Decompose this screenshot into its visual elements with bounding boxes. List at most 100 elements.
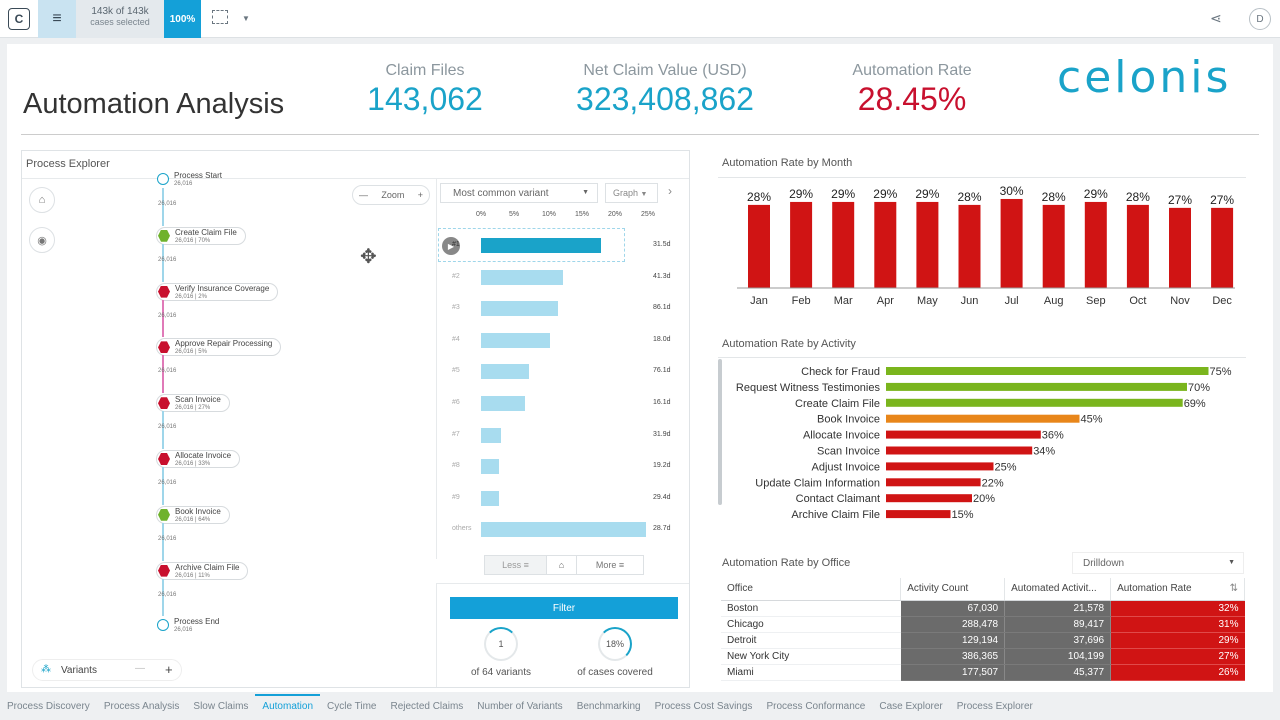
variant-sort-select[interactable]: Most common variant ▼ bbox=[440, 183, 598, 203]
selection-percent-button[interactable]: 100% bbox=[164, 0, 201, 38]
process-edge[interactable] bbox=[162, 411, 164, 449]
month-bar[interactable] bbox=[1000, 198, 1023, 288]
tab-process-conformance[interactable]: Process Conformance bbox=[766, 701, 866, 712]
zoom-out-button[interactable]: — bbox=[359, 190, 368, 200]
cases-selection-indicator[interactable]: 143k of 143k cases selected bbox=[76, 0, 164, 38]
tab-process-explorer[interactable]: Process Explorer bbox=[956, 701, 1033, 712]
month-bar[interactable] bbox=[958, 204, 981, 288]
tab-process-cost-savings[interactable]: Process Cost Savings bbox=[654, 701, 753, 712]
variant-sort-value: Most common variant bbox=[453, 188, 549, 199]
process-edge[interactable] bbox=[162, 188, 164, 226]
activity-bar[interactable] bbox=[886, 398, 1183, 407]
tab-automation[interactable]: Automation bbox=[255, 694, 320, 720]
sort-icon[interactable]: ⇅ bbox=[1229, 583, 1238, 595]
activity-bar[interactable] bbox=[886, 382, 1187, 391]
variant-bar[interactable] bbox=[481, 301, 558, 317]
variant-bar[interactable] bbox=[481, 269, 563, 285]
more-button[interactable]: More ≡ bbox=[595, 560, 625, 570]
activity-bar[interactable] bbox=[886, 478, 981, 487]
eye-hidden-icon[interactable]: ◉ bbox=[29, 227, 55, 253]
tab-process-discovery[interactable]: Process Discovery bbox=[7, 701, 90, 712]
tab-case-explorer[interactable]: Case Explorer bbox=[879, 701, 943, 712]
variant-bar[interactable] bbox=[481, 364, 530, 380]
month-bar[interactable] bbox=[832, 201, 855, 288]
tab-cycle-time[interactable]: Cycle Time bbox=[327, 701, 377, 712]
graph-mode-select[interactable]: Graph ▼ bbox=[605, 183, 658, 203]
process-node[interactable]: Scan Invoice 26,016 | 27% bbox=[156, 394, 230, 413]
user-avatar[interactable]: D bbox=[1249, 8, 1271, 30]
column-header[interactable]: Automation Rate ⇅ bbox=[1110, 578, 1245, 601]
tab-number-of-variants[interactable]: Number of Variants bbox=[477, 701, 563, 712]
month-bar[interactable] bbox=[874, 201, 897, 288]
activity-bar[interactable] bbox=[886, 430, 1041, 439]
bell-icon[interactable]: ⌂ bbox=[29, 187, 55, 213]
less-button[interactable]: Less ≡ bbox=[485, 556, 547, 574]
process-node[interactable]: Archive Claim File 26,016 | 11% bbox=[156, 561, 249, 580]
variant-bar[interactable] bbox=[481, 238, 602, 253]
activity-bar[interactable] bbox=[886, 510, 951, 519]
variants-increase-button[interactable]: + bbox=[165, 662, 173, 677]
filter-button[interactable]: Filter bbox=[450, 597, 678, 619]
chevron-down-icon[interactable]: ▼ bbox=[242, 14, 250, 23]
tab-rejected-claims[interactable]: Rejected Claims bbox=[390, 701, 464, 712]
process-node[interactable]: Verify Insurance Coverage 26,016 | 2% bbox=[156, 282, 279, 301]
process-node[interactable]: Book Invoice 26,016 | 64% bbox=[156, 505, 230, 524]
activity-bar[interactable] bbox=[886, 494, 972, 503]
share-icon[interactable]: ⋖ bbox=[1210, 10, 1222, 26]
variant-bar[interactable] bbox=[481, 332, 551, 348]
column-header[interactable]: Activity Count bbox=[900, 578, 1006, 601]
process-edge[interactable] bbox=[162, 467, 164, 505]
activity-bar[interactable] bbox=[886, 367, 1209, 375]
selection-tool-icon[interactable] bbox=[212, 10, 228, 24]
scrollbar[interactable] bbox=[718, 359, 722, 505]
table-row[interactable]: New York City 386,365 104,199 27% bbox=[721, 648, 1245, 665]
table-row[interactable]: Boston 67,030 21,578 32% bbox=[721, 600, 1245, 617]
process-edge[interactable] bbox=[162, 578, 164, 617]
tab-slow-claims[interactable]: Slow Claims bbox=[193, 701, 249, 712]
variant-bar[interactable] bbox=[481, 459, 500, 475]
month-bar[interactable] bbox=[790, 201, 813, 288]
month-bar[interactable] bbox=[1084, 201, 1107, 288]
variant-bar[interactable] bbox=[481, 427, 502, 443]
variants-decrease-button[interactable]: — bbox=[135, 663, 145, 674]
chevron-right-icon[interactable]: › bbox=[668, 184, 672, 198]
process-node[interactable]: Approve Repair Processing 26,016 | 5% bbox=[156, 338, 282, 357]
month-bar[interactable] bbox=[1126, 204, 1149, 288]
process-node[interactable]: Process End 26,016 bbox=[156, 617, 227, 635]
variant-bar[interactable] bbox=[481, 396, 525, 411]
drilldown-select[interactable]: Drilldown ▼ bbox=[1072, 552, 1244, 574]
variants-ring: 1 bbox=[484, 627, 518, 661]
activity-value-label: 34% bbox=[1033, 446, 1055, 458]
month-bar[interactable] bbox=[1042, 204, 1065, 288]
process-node[interactable]: Create Claim File 26,016 | 70% bbox=[156, 226, 246, 245]
table-row[interactable]: Detroit 129,194 37,696 29% bbox=[721, 632, 1245, 649]
table-row[interactable]: Chicago 288,478 89,417 31% bbox=[721, 616, 1245, 633]
activity-bar[interactable] bbox=[886, 446, 1033, 455]
play-icon[interactable]: ▶ bbox=[442, 237, 460, 255]
process-node[interactable]: Allocate Invoice 26,016 | 33% bbox=[156, 450, 241, 468]
divider bbox=[718, 357, 1246, 358]
month-bar[interactable] bbox=[748, 204, 770, 288]
column-header[interactable]: Automated Activit... bbox=[1004, 578, 1112, 601]
month-bar[interactable] bbox=[1169, 207, 1191, 288]
cases-ring-caption: of cases covered bbox=[577, 667, 653, 678]
home-icon[interactable]: ⌂ bbox=[547, 556, 577, 574]
process-edge[interactable] bbox=[162, 355, 164, 394]
app-logo-icon[interactable]: C bbox=[8, 8, 30, 30]
process-edge[interactable] bbox=[162, 243, 164, 282]
process-node[interactable]: Process Start 26,016 bbox=[156, 171, 230, 189]
process-edge[interactable] bbox=[162, 299, 164, 338]
activity-bar[interactable] bbox=[886, 462, 994, 471]
month-bar[interactable] bbox=[1211, 207, 1234, 288]
variant-bar[interactable] bbox=[481, 522, 646, 538]
menu-button[interactable]: ≡ bbox=[38, 0, 76, 38]
variant-bar[interactable] bbox=[481, 490, 500, 506]
process-edge[interactable] bbox=[162, 522, 164, 561]
tab-benchmarking[interactable]: Benchmarking bbox=[576, 701, 641, 712]
activity-bar[interactable] bbox=[886, 414, 1080, 423]
zoom-in-button[interactable]: + bbox=[417, 190, 423, 200]
month-bar[interactable] bbox=[916, 201, 939, 288]
table-row[interactable]: Miami 177,507 45,377 26% bbox=[721, 664, 1245, 681]
column-header[interactable]: Office bbox=[721, 578, 902, 601]
tab-process-analysis[interactable]: Process Analysis bbox=[103, 701, 180, 712]
